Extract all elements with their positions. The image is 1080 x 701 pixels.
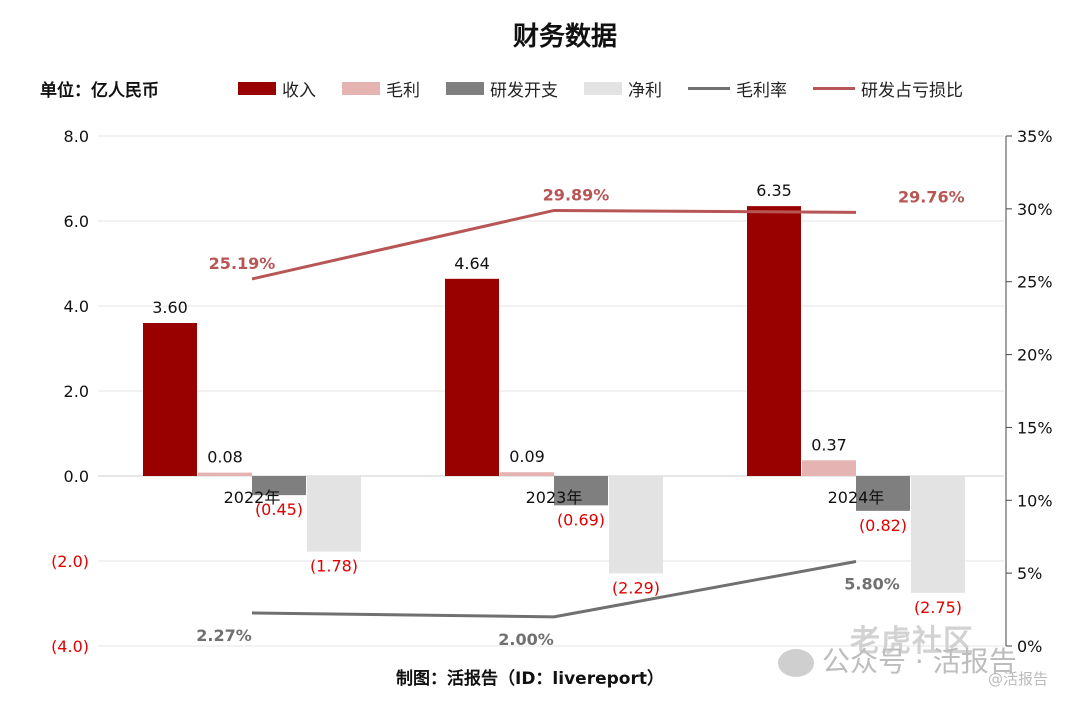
net-profit-label: (1.78) [310, 557, 358, 576]
watermark-main: 老虎社区 [850, 624, 974, 659]
revenue-bar [747, 206, 801, 476]
legend-swatch-net-profit [584, 82, 622, 95]
right-tick-label: 10% [1017, 491, 1053, 510]
right-tick-label: 0% [1017, 637, 1042, 656]
legend-swatch-rd [446, 82, 484, 95]
gross-profit-label: 0.37 [811, 435, 847, 454]
legend-item-rd-ratio: 研发占亏损比 [813, 76, 963, 101]
rd-ratio-label: 29.89% [543, 185, 610, 204]
legend-line-rd-ratio [813, 87, 855, 90]
rd-label: (0.69) [557, 510, 605, 529]
right-tick-label: 5% [1017, 564, 1042, 583]
revenue-bar [445, 278, 499, 476]
left-tick-label: (2.0) [51, 552, 89, 571]
left-tick-label: 2.0 [64, 382, 89, 401]
net-profit-label: (2.75) [914, 598, 962, 617]
legend-label-net-profit: 净利 [628, 81, 662, 101]
gross-profit-bar [500, 472, 554, 476]
legend: 收入 毛利 研发开支 净利 毛利率 研发占亏损比 [238, 76, 989, 101]
legend-swatch-revenue [238, 82, 276, 95]
gross-margin-label: 2.00% [498, 630, 554, 649]
category-label: 2024年 [828, 488, 885, 507]
rd-ratio-line [251, 208, 857, 281]
legend-label-gross-profit: 毛利 [386, 81, 420, 101]
left-tick-label: 6.0 [64, 212, 89, 231]
gross-profit-bar [198, 472, 252, 476]
rd-label: (0.82) [859, 516, 907, 535]
category-label: 2023年 [526, 488, 583, 507]
left-tick-label: 0.0 [64, 467, 89, 486]
right-tick-label: 30% [1017, 200, 1053, 219]
rd-bar [252, 476, 306, 496]
legend-item-revenue: 收入 [238, 76, 316, 101]
revenue-label: 4.64 [454, 254, 490, 273]
rd-bar [554, 476, 608, 506]
legend-item-net-profit: 净利 [584, 76, 662, 101]
right-tick-label: 20% [1017, 346, 1053, 365]
left-tick-label: 4.0 [64, 297, 89, 316]
net-profit-bar [609, 476, 663, 574]
gross-profit-label: 0.08 [207, 448, 243, 467]
revenue-label: 3.60 [152, 298, 188, 317]
rd-bar [856, 476, 910, 511]
legend-item-gross-profit: 毛利 [342, 76, 420, 101]
rd-ratio-label: 25.19% [209, 254, 276, 273]
chart-title: 财务数据 [512, 22, 617, 52]
revenue-bar [143, 323, 197, 476]
right-tick-label: 25% [1017, 273, 1053, 292]
rd-ratio-label: 29.76% [898, 187, 965, 206]
watermark-wechat-text: 公众号 · 活报告 [822, 645, 1017, 678]
revenue-label: 6.35 [756, 181, 792, 200]
legend-label-rd: 研发开支 [490, 81, 558, 101]
gross-profit-label: 0.09 [509, 447, 545, 466]
unit-label: 单位：亿人民币 [40, 81, 159, 101]
legend-item-rd: 研发开支 [446, 76, 558, 101]
watermark-wechat: 公众号 · 活报告 [778, 640, 1017, 680]
legend-label-rd-ratio: 研发占亏损比 [861, 81, 963, 101]
right-tick-label: 35% [1017, 127, 1053, 146]
rd-label: (0.45) [255, 500, 303, 519]
legend-label-gross-margin: 毛利率 [736, 81, 787, 101]
gross-margin-label: 2.27% [196, 626, 252, 645]
legend-swatch-gross-profit [342, 82, 380, 95]
gross-margin-label: 5.80% [844, 574, 900, 593]
legend-label-revenue: 收入 [282, 81, 316, 101]
gross-profit-bar [802, 460, 856, 476]
legend-line-gross-margin [688, 87, 730, 90]
wechat-icon [778, 649, 814, 677]
gross-margin-line [251, 560, 857, 619]
watermark-small: @活报告 [988, 670, 1049, 688]
left-tick-label: 8.0 [64, 127, 89, 146]
category-label: 2022年 [224, 488, 281, 507]
left-tick-label: (4.0) [51, 637, 89, 656]
net-profit-bar [911, 476, 965, 593]
right-tick-label: 15% [1017, 418, 1053, 437]
net-profit-bar [307, 476, 361, 552]
footer-credit: 制图：活报告（ID：livereport） [396, 669, 664, 689]
net-profit-label: (2.29) [612, 578, 660, 597]
legend-item-gross-margin: 毛利率 [688, 76, 787, 101]
